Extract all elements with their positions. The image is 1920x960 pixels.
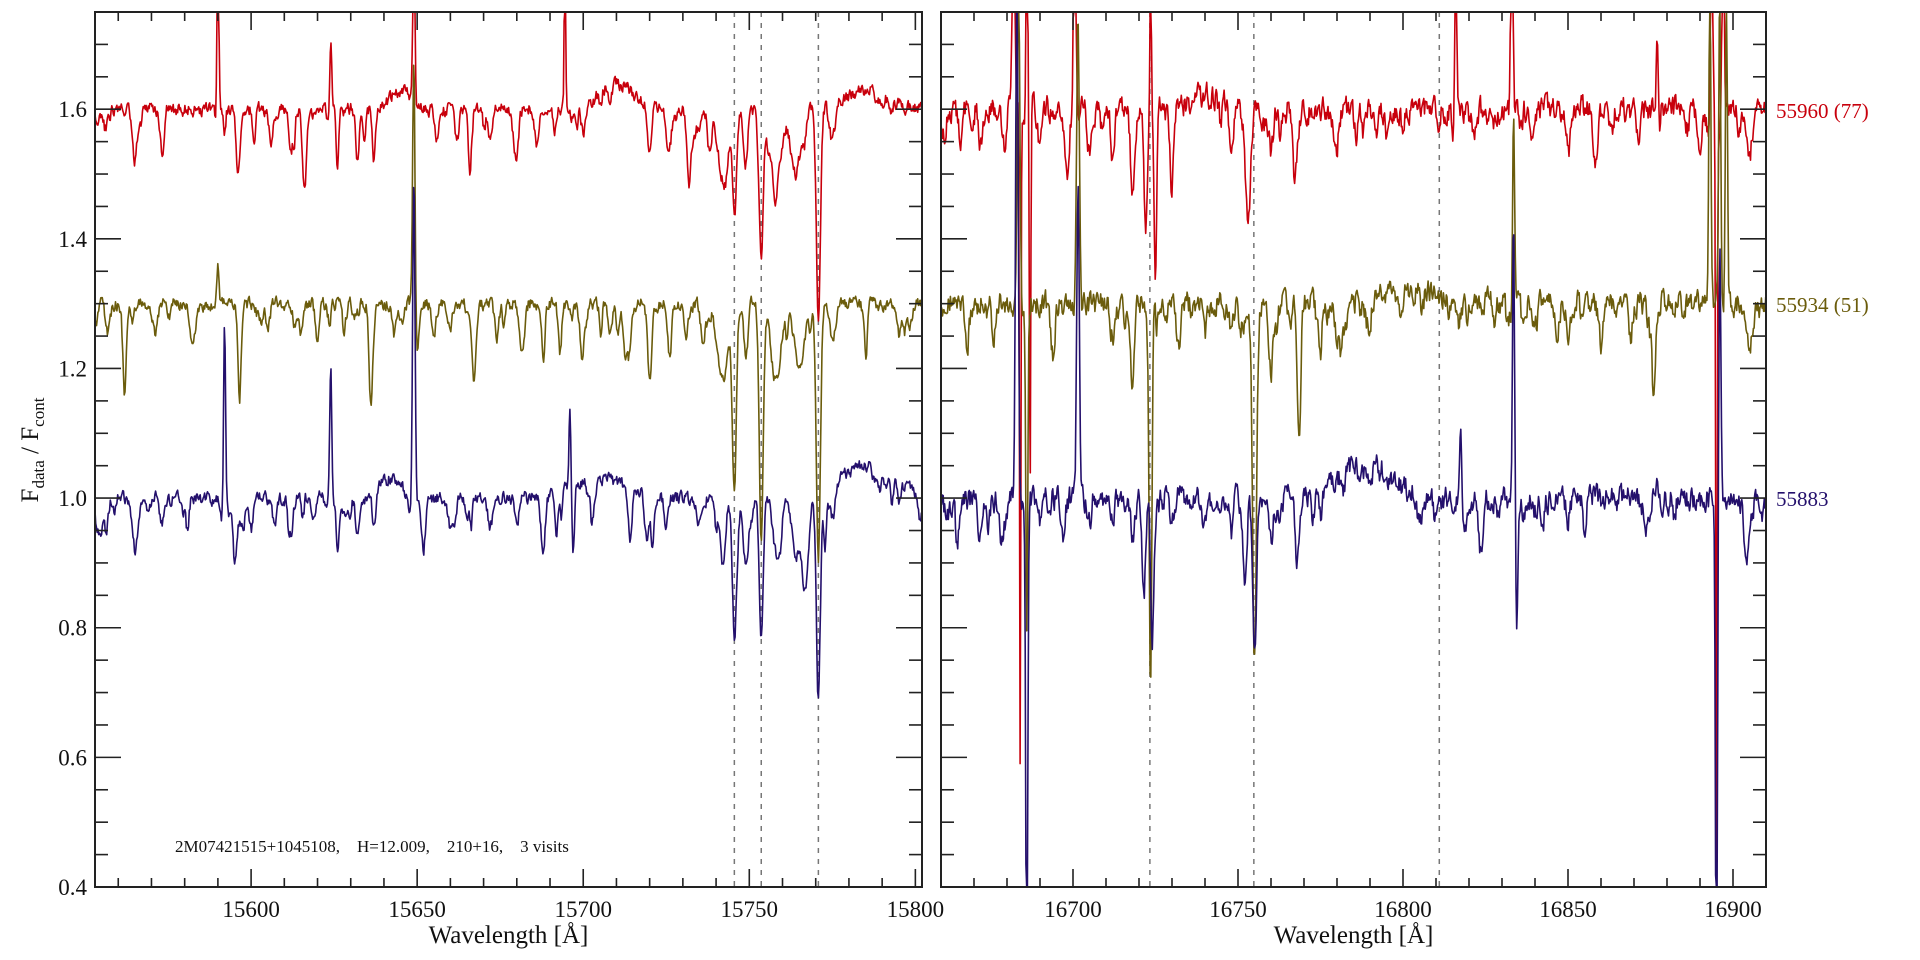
spectrum-line-55960	[941, 12, 1766, 887]
spectrum-line-55960	[95, 12, 922, 322]
series-label-55960: 55960 (77)	[1776, 99, 1869, 123]
y-tick-label: 1.2	[58, 356, 87, 381]
right-panel: 16700 16750 16800 16850 16900 Wavelength [Å]	[940, 11, 1767, 949]
x-axis-title: Wavelength [Å]	[1274, 922, 1434, 949]
y-title-main: F	[17, 489, 44, 503]
y-tick-label: 0.6	[58, 745, 87, 770]
star-annotation: 2M07421515+1045108, H=12.009, 210+16, 3 …	[175, 837, 569, 856]
x-tick-label: 16800	[1374, 897, 1432, 922]
x-axis-title: Wavelength [Å]	[429, 922, 589, 949]
left-panel: 15600 15650 15700 15750 15800 Wavelength [Å] 0…	[58, 11, 945, 949]
y-title-sep: / F	[17, 427, 44, 460]
spectra-group	[95, 12, 922, 699]
x-tick-label: 16750	[1209, 897, 1267, 922]
plot-frame	[940, 11, 1767, 888]
y-title-sub-data: data	[29, 460, 48, 489]
x-tick-label: 16700	[1044, 897, 1102, 922]
x-tick-label: 15650	[388, 897, 446, 922]
x-tick-label: 16850	[1539, 897, 1597, 922]
series-label-55934: 55934 (51)	[1776, 293, 1869, 317]
y-tick-label: 1.0	[58, 486, 87, 511]
spectrum-line-55883	[941, 12, 1766, 887]
y-tick-label: 1.6	[58, 97, 87, 122]
spectrum-line-55883	[95, 186, 922, 699]
y-title-sub-cont: cont	[29, 397, 48, 427]
y-tick-label: 1.4	[58, 227, 87, 252]
series-label-55883: 55883	[1776, 487, 1829, 511]
x-tick-label: 15700	[554, 897, 612, 922]
x-tick-label: 15600	[222, 897, 280, 922]
spectrum-line-55934	[95, 64, 922, 563]
y-tick-label: 0.8	[58, 616, 87, 641]
spectrum-line-55934	[941, 12, 1766, 678]
x-tick-label: 16900	[1704, 897, 1762, 922]
x-tick-label: 15750	[721, 897, 779, 922]
plot-frame	[94, 11, 923, 888]
spectra-group	[941, 12, 1766, 887]
y-tick-label: 0.4	[58, 875, 87, 900]
x-tick-label: 15800	[887, 897, 945, 922]
y-axis-title: Fdata / Fcont	[17, 397, 48, 502]
